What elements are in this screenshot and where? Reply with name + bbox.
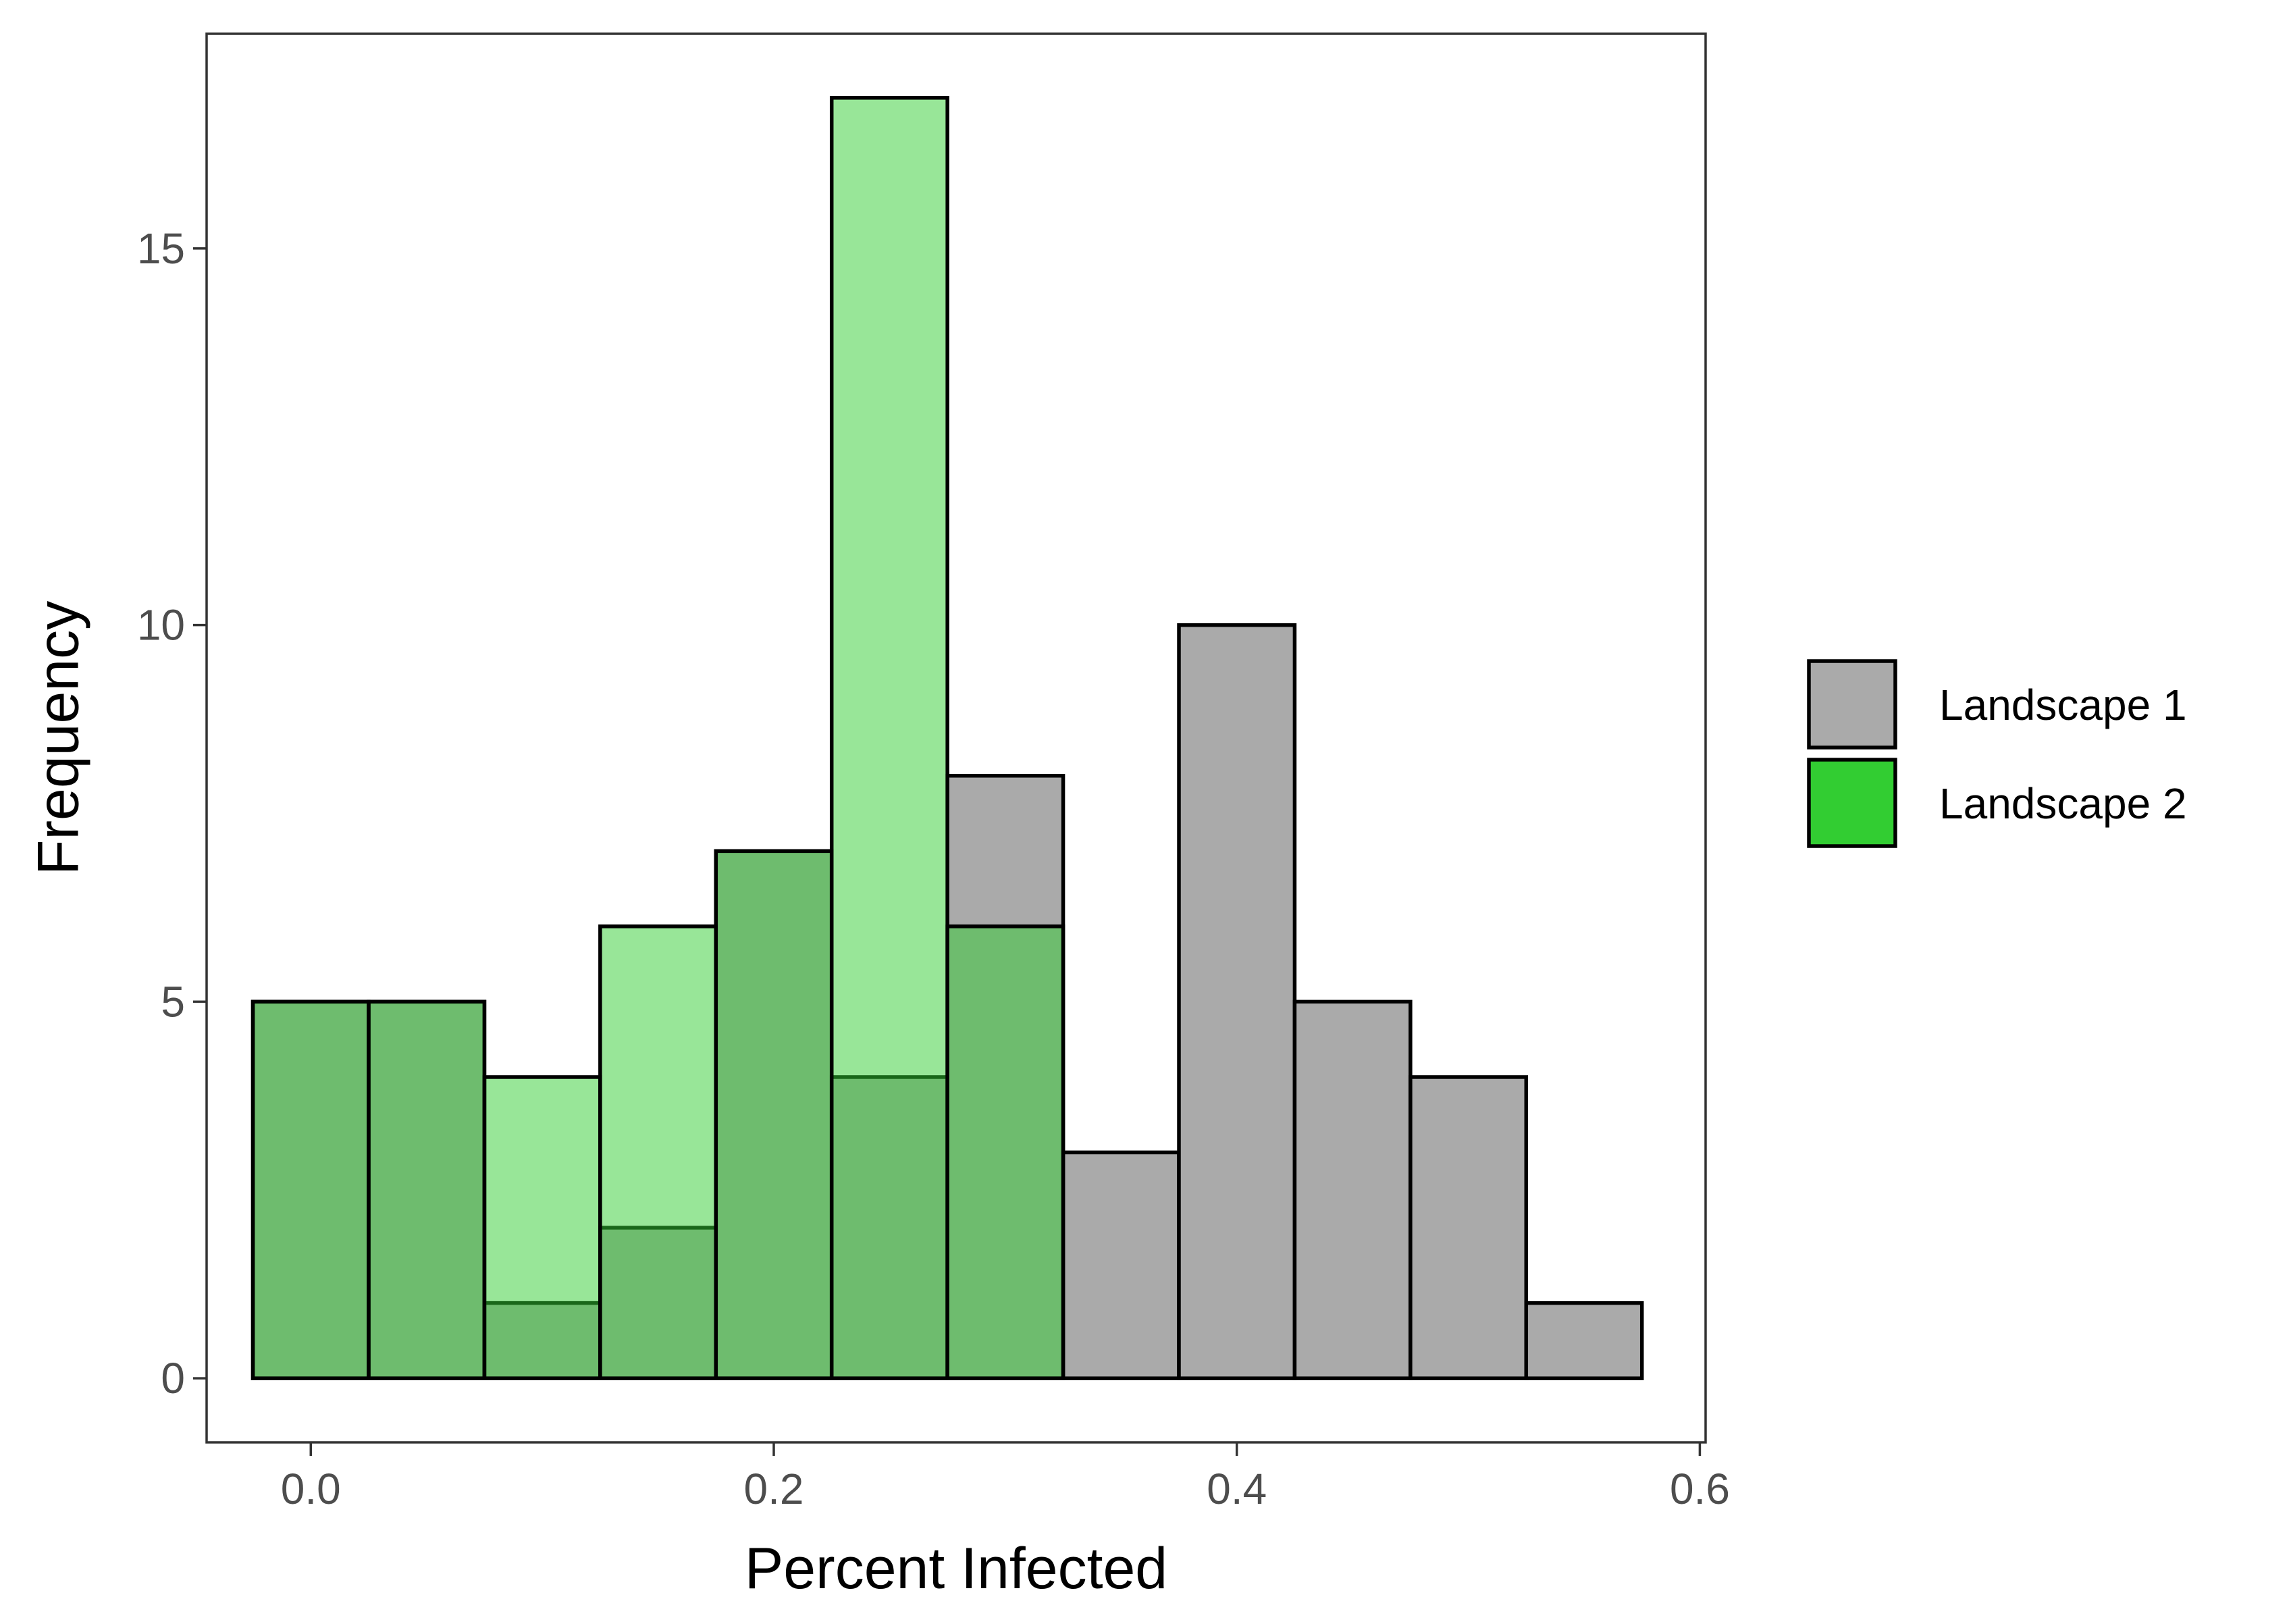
bar-landscape-2-4 bbox=[714, 849, 834, 1380]
y-axis-title: Frequency bbox=[26, 601, 91, 875]
x-tick-label: 0.2 bbox=[744, 1465, 804, 1513]
x-axis-title: Percent Infected bbox=[745, 1536, 1167, 1601]
panel-border bbox=[205, 32, 1707, 1444]
bar-landscape-2-6 bbox=[945, 924, 1065, 1380]
bars-layer bbox=[251, 96, 1644, 1380]
y-tick-label: 5 bbox=[161, 977, 185, 1026]
bar-landscape-1-7 bbox=[1061, 1150, 1181, 1380]
x-tick-label: 0.4 bbox=[1207, 1465, 1267, 1513]
bar-landscape-2-1 bbox=[367, 999, 487, 1380]
legend: Landscape 1 Landscape 2 bbox=[1807, 659, 2187, 848]
bar-landscape-2-2 bbox=[482, 1075, 602, 1380]
bar-landscape-2-5 bbox=[829, 96, 949, 1380]
bar-landscape-1-9 bbox=[1292, 999, 1413, 1380]
ticks-layer: 0.0 0.2 0.4 0.6 0 5 10 15 bbox=[137, 224, 1730, 1513]
legend-label: Landscape 2 bbox=[1939, 779, 2187, 828]
bar-landscape-1-10 bbox=[1408, 1075, 1529, 1380]
legend-key-swatch bbox=[1807, 659, 1897, 750]
y-tick-label: 15 bbox=[137, 224, 185, 273]
y-tick-label: 0 bbox=[161, 1354, 185, 1403]
bar-landscape-1-8 bbox=[1177, 623, 1297, 1380]
bar-landscape-1-11 bbox=[1524, 1301, 1644, 1380]
legend-key-swatch bbox=[1807, 758, 1897, 848]
bar-landscape-2-0 bbox=[251, 999, 371, 1380]
legend-item-2: Landscape 2 bbox=[1807, 758, 2187, 848]
legend-item-1: Landscape 1 bbox=[1807, 659, 2187, 750]
x-tick-label: 0.0 bbox=[281, 1465, 341, 1513]
legend-label: Landscape 1 bbox=[1939, 681, 2187, 729]
y-tick-label: 10 bbox=[137, 601, 185, 650]
bar-landscape-2-3 bbox=[598, 924, 718, 1380]
x-tick-label: 0.6 bbox=[1670, 1465, 1730, 1513]
